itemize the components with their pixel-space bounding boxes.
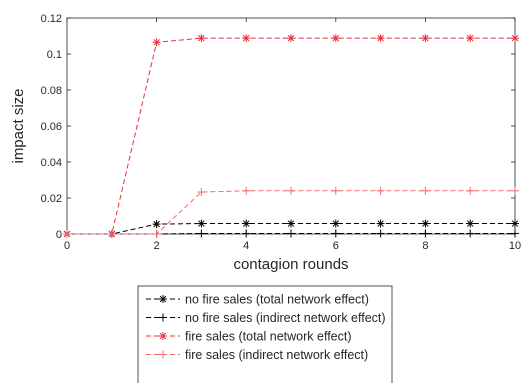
marker-stroke [422, 34, 429, 42]
marker-stroke [377, 34, 384, 42]
x-tick-label: 2 [154, 240, 160, 252]
marker-stroke [242, 220, 250, 227]
data-point [152, 38, 161, 47]
data-point [197, 188, 206, 197]
x-tick-label: 6 [333, 240, 339, 252]
data-point [421, 186, 430, 195]
data-point [511, 229, 519, 238]
legend-item: fire sales (indirect network effect) [146, 348, 368, 362]
x-tick-label: 0 [64, 240, 70, 252]
legend-label: no fire sales (total network effect) [185, 293, 369, 307]
data-point [376, 219, 385, 228]
y-tick-label: 0.12 [41, 13, 62, 25]
data-point [421, 229, 430, 238]
data-point [152, 220, 161, 229]
y-tick-label: 0.02 [41, 193, 62, 205]
plot-area: 0 2 4 6 8 10 0 0.02 0.04 0.06 0.08 0.1 0.12 contagion… [10, 13, 521, 273]
legend-label: fire sales (indirect network effect) [185, 348, 368, 362]
data-point [242, 229, 251, 238]
data-point [376, 186, 385, 195]
data-point [197, 229, 206, 238]
data-point [376, 229, 385, 238]
data-point [152, 230, 161, 238]
data-point [511, 219, 519, 228]
data-point [511, 34, 519, 43]
legend: no fire sales (total network effect) no f… [137, 285, 393, 383]
legend-label: fire sales (total network effect) [185, 330, 352, 344]
data-point [331, 34, 340, 43]
marker-stroke [466, 34, 474, 42]
series-line [67, 37, 515, 235]
marker-stroke [159, 332, 167, 340]
data-point [287, 186, 295, 195]
marker-stroke [198, 34, 205, 42]
marker-stroke [287, 34, 295, 42]
legend-marker [159, 332, 167, 340]
marker-stroke [332, 34, 340, 42]
data-point [287, 34, 295, 43]
marker-stroke [198, 220, 205, 227]
marker-stroke [159, 295, 167, 303]
legend-marker [159, 350, 167, 359]
x-tick-label: 10 [509, 240, 521, 252]
data-point [511, 186, 519, 195]
plot-frame [66, 17, 516, 235]
legend-label: no fire sales (indirect network effect) [185, 311, 386, 325]
marker-stroke [377, 220, 384, 227]
y-tick-label: 0 [56, 229, 62, 241]
x-tick-label: 8 [422, 240, 428, 252]
data-point [63, 230, 71, 238]
data-point [242, 186, 251, 195]
data-point [287, 219, 295, 228]
legend-marker [159, 313, 167, 322]
series-4 [63, 186, 519, 238]
y-tick-label: 0.1 [47, 49, 62, 61]
x-tick-label: 4 [243, 240, 249, 252]
x-axis-label: contagion rounds [233, 256, 348, 273]
data-point [331, 186, 340, 195]
marker-stroke [287, 220, 295, 227]
data-point [421, 219, 430, 228]
marker-stroke [466, 220, 474, 227]
y-tick-label: 0.04 [41, 157, 62, 169]
legend-item: no fire sales (total network effect) [146, 293, 369, 307]
data-point [287, 229, 295, 238]
marker-stroke [332, 220, 340, 227]
data-point [331, 229, 340, 238]
marker-stroke [153, 220, 160, 228]
legend-box [137, 285, 393, 383]
marker-stroke [511, 34, 519, 42]
legend-marker [159, 295, 167, 303]
data-point [421, 34, 430, 43]
data-point [466, 219, 475, 228]
series-3 [63, 34, 519, 238]
data-point [331, 219, 340, 228]
y-tick-label: 0.08 [41, 85, 62, 97]
data-point [466, 34, 475, 43]
y-tick-label: 0.06 [41, 121, 62, 133]
data-point [242, 34, 251, 43]
data-point [107, 230, 116, 238]
marker-stroke [242, 34, 250, 42]
data-point [197, 34, 206, 43]
marker-stroke [422, 220, 429, 227]
marker-stroke [511, 220, 519, 227]
legend-item: fire sales (total network effect) [146, 330, 352, 344]
data-point [197, 219, 206, 228]
data-point [242, 219, 251, 228]
legend-item: no fire sales (indirect network effect) [146, 311, 386, 325]
data-point [466, 186, 475, 195]
marker-stroke [153, 39, 160, 46]
series-1 [63, 219, 519, 238]
y-axis-label: impact size [10, 88, 27, 163]
data-point [376, 34, 385, 43]
data-point [466, 229, 475, 238]
